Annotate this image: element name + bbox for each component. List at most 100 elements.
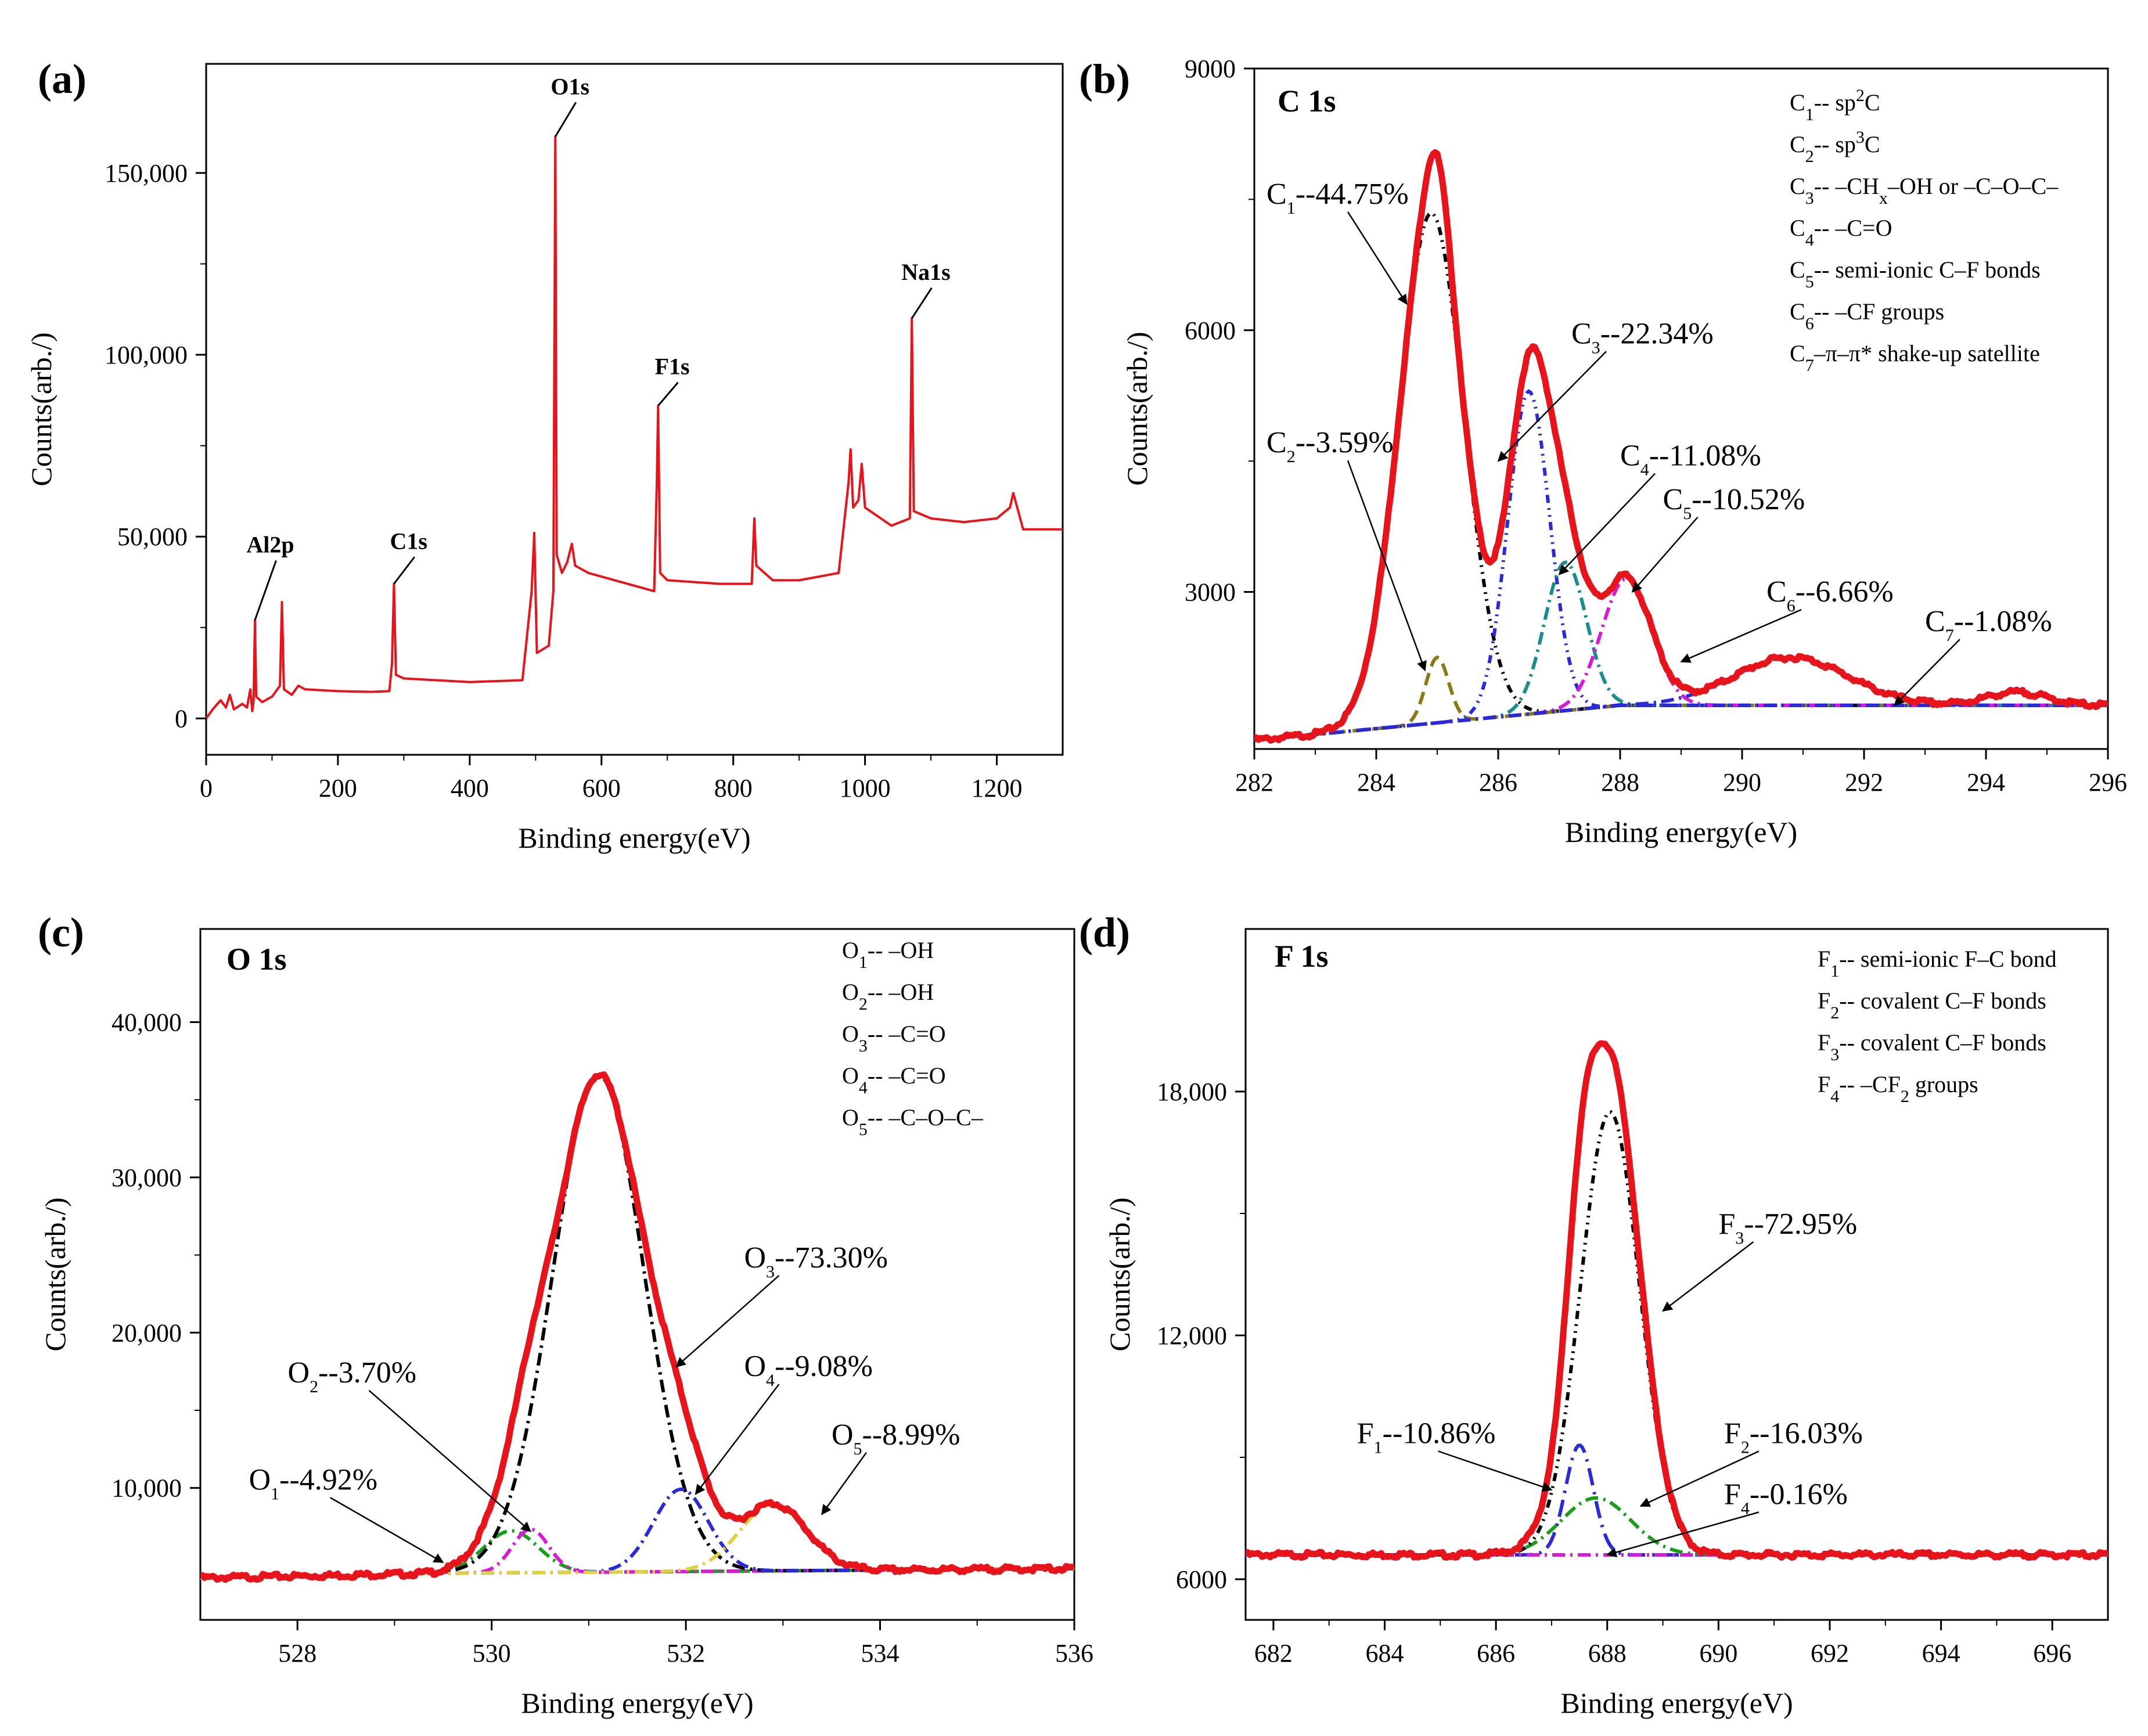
legend-entry-part: -- <box>1814 89 1836 116</box>
legend-entry-part: O <box>842 979 859 1005</box>
y-tick-label: 10,000 <box>111 1474 182 1503</box>
legend-entry-part: 3 <box>1830 1045 1839 1064</box>
peak-label-part: O <box>288 1356 310 1389</box>
panel-label: (c) <box>38 909 84 956</box>
legend-entry-part: 2 <box>1830 1003 1839 1022</box>
data-layer <box>200 1071 1074 1583</box>
legend-entry-part: sp <box>1835 131 1856 157</box>
peak-label: C7--1.08% <box>1925 605 2052 645</box>
x-tick-label: 530 <box>473 1639 511 1667</box>
legend-entry: C5-- semi-ionic C–F bonds <box>1790 257 2041 291</box>
peak-annotation: Na1s <box>901 259 950 285</box>
peak-label-part: O <box>744 1241 766 1274</box>
legend-entry-part: 1 <box>1805 105 1814 124</box>
chart-title: O 1s <box>226 942 287 977</box>
legend-entry-part: -- –C=O <box>868 1021 946 1047</box>
legend-entry-part: 2 <box>1805 147 1814 166</box>
legend-entry-part: C <box>1790 89 1805 116</box>
peak-label: F1--10.86% <box>1357 1417 1496 1457</box>
peak-arrow <box>1894 639 1960 707</box>
peak-leader-line <box>393 556 415 585</box>
legend-entry-part: 7 <box>1805 356 1814 375</box>
legend-entry: C2-- sp3C <box>1790 128 1880 166</box>
peak-label-part: --10.86% <box>1383 1417 1496 1450</box>
x-tick-label: 800 <box>714 774 753 802</box>
legend-entry-part: 5 <box>859 1120 868 1139</box>
y-axis-title: Counts(arb./) <box>39 1197 71 1351</box>
peak-label-part: --72.95% <box>1744 1208 1857 1241</box>
panel-label: (a) <box>38 56 87 102</box>
peak-annotation: C1s <box>390 528 427 554</box>
legend-entry-part: C <box>1790 131 1805 157</box>
chart-d: (d) 682 684 686 688 690 692 694 696 6000 12,000 18,… <box>1079 909 2109 1719</box>
peak-label-part: 5 <box>854 1439 862 1458</box>
peak-label-part: --3.70% <box>318 1356 416 1389</box>
peak-label-part: --8.99% <box>862 1418 960 1452</box>
legend-entry-part: –π–π* shake-up satellite <box>1814 340 2040 366</box>
y-axis-title: Counts(arb./) <box>25 332 57 486</box>
legend-entry-part: -- semi-ionic F–C bond <box>1839 946 2056 972</box>
component-F2 <box>1246 1496 2108 1557</box>
legend-entry-part: –OH or –C–O–C– <box>1887 173 2059 199</box>
peak-label-part: --11.08% <box>1649 440 1761 473</box>
plot-frame <box>1244 928 2109 1621</box>
x-tick-label: 532 <box>667 1639 705 1667</box>
legend-entry-part: 2 <box>1901 1087 1909 1106</box>
legend-entry: F1-- semi-ionic F–C bond <box>1818 946 2057 981</box>
legend-entry-part: C <box>1790 298 1805 325</box>
legend-entry: O2-- –OH <box>842 979 934 1014</box>
peak-label: O1--4.92% <box>249 1463 378 1503</box>
y-tick-label: 50,000 <box>117 523 188 551</box>
peak-arrow <box>1606 1511 1760 1558</box>
peak-label-part: 5 <box>1683 503 1692 523</box>
legend-entry-part: 3 <box>1805 189 1814 208</box>
y-tick-label: 40,000 <box>111 1008 182 1036</box>
peak-label-part: 4 <box>1640 460 1649 479</box>
legend-entry-part: 3 <box>1856 128 1865 147</box>
legend-entry-part: C <box>1790 340 1805 366</box>
x-tick-label: 288 <box>1601 768 1639 797</box>
peak-arrow <box>1558 473 1656 575</box>
legend-entry-part: sp <box>1835 89 1856 116</box>
legend-entry-part: 1 <box>1830 961 1839 981</box>
peak-label-part: F <box>1724 1478 1741 1511</box>
legend-entry: F3-- covalent C–F bonds <box>1818 1029 2046 1064</box>
x-tick-label: 286 <box>1479 768 1517 797</box>
panel-label: (d) <box>1079 909 1130 956</box>
peak-leader-line <box>555 102 577 138</box>
legend-entry-part: 4 <box>1830 1087 1839 1106</box>
peak-label-part: --44.75% <box>1296 178 1409 211</box>
legend-entry-part: 4 <box>859 1078 868 1097</box>
legend-entry: C3-- –CHx–OH or –C–O–C– <box>1790 173 2059 208</box>
peak-label-part: F <box>1718 1208 1735 1241</box>
x-tick-label: 290 <box>1723 768 1761 797</box>
legend-entry: O1-- –OH <box>842 937 934 972</box>
peak-arrow <box>368 1389 531 1532</box>
peak-label-part: --3.59% <box>1296 426 1394 459</box>
y-tick-label: 9000 <box>1185 55 1236 83</box>
x-tick-label: 690 <box>1699 1639 1737 1667</box>
peak-label-part: O <box>744 1350 766 1383</box>
y-tick-label: 0 <box>175 704 188 733</box>
component-C4 <box>1254 560 2108 742</box>
peak-label-part: --9.08% <box>775 1350 873 1383</box>
y-tick-label: 30,000 <box>111 1164 182 1192</box>
x-tick-label: 282 <box>1235 768 1273 797</box>
peak-label: O2--3.70% <box>288 1356 417 1396</box>
component-F1 <box>1246 1443 2108 1557</box>
peak-label-part: C <box>1620 440 1640 473</box>
peak-arrow <box>675 1275 780 1368</box>
legend-entry-part: -- covalent C–F bonds <box>1839 988 2046 1014</box>
y-tick-label: 6000 <box>1185 316 1236 345</box>
peak-label-part: F <box>1357 1417 1374 1450</box>
peak-arrow <box>1438 1450 1553 1492</box>
peak-label-part: C <box>1571 317 1592 350</box>
legend-entry-part: -- –C=O <box>868 1063 946 1089</box>
legend-entry: F4-- –CF2 groups <box>1818 1071 1978 1106</box>
peak-arrow <box>1639 1450 1760 1507</box>
peak-label-part: 6 <box>1787 596 1796 615</box>
x-axis-title: Binding energy(eV) <box>1560 1687 1793 1719</box>
peak-label: C4--11.08% <box>1620 440 1761 480</box>
peak-label-part: F <box>1724 1417 1741 1450</box>
legend-entry: C4-- –C=O <box>1790 215 1892 250</box>
